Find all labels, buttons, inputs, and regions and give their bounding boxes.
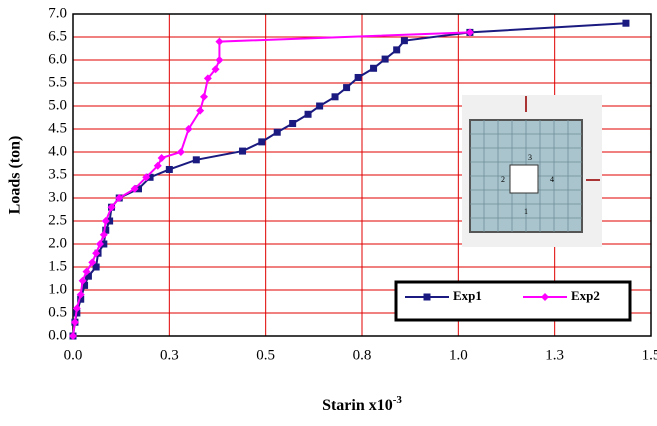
y-tick-label: 2.5	[48, 212, 67, 228]
point	[622, 19, 630, 27]
y-tick-label: 2.0	[48, 235, 67, 251]
point	[200, 92, 209, 101]
point	[81, 281, 89, 289]
point	[192, 156, 200, 164]
y-tick-label: 4.5	[48, 120, 67, 136]
y-tick-label: 3.5	[48, 166, 67, 182]
point	[304, 110, 312, 118]
plot-frame	[72, 13, 652, 337]
legend: Exp1 Exp2	[394, 280, 632, 322]
inset-label: 2	[501, 175, 505, 184]
point	[69, 332, 77, 340]
point	[130, 184, 139, 193]
point	[99, 230, 108, 239]
y-tick-label: 6.0	[48, 51, 67, 67]
legend-marker	[423, 293, 431, 301]
legend-label: Exp1	[453, 288, 482, 303]
x-axis-title-exponent: -3	[393, 394, 403, 406]
point	[92, 263, 100, 271]
point	[215, 56, 224, 64]
point	[239, 147, 247, 155]
inset-hole	[509, 164, 539, 194]
point	[176, 148, 185, 156]
y-tick-label: 0.0	[48, 327, 67, 343]
point	[84, 272, 92, 280]
point	[142, 173, 151, 182]
inset-label: 1	[524, 207, 528, 216]
x-tick-label: 0.5	[256, 347, 275, 363]
point	[203, 74, 212, 83]
point	[165, 165, 173, 173]
point	[381, 55, 389, 63]
y-tick-label: 6.5	[48, 28, 67, 44]
point	[370, 64, 378, 72]
point	[354, 73, 362, 81]
y-tick-label: 3.0	[48, 189, 67, 205]
y-tick-label: 4.0	[48, 143, 67, 159]
x-tick-label: 1.5	[642, 347, 657, 363]
point	[76, 290, 85, 299]
point	[102, 226, 110, 234]
point	[95, 240, 104, 248]
legend-marker	[541, 293, 549, 301]
inset-label: 3	[528, 153, 532, 162]
legend-label: Exp2	[571, 288, 600, 303]
point	[157, 153, 166, 162]
x-axis-title-text: Starin x10	[322, 397, 393, 414]
point	[115, 194, 124, 202]
x-tick-label: 1.0	[449, 347, 468, 363]
legend-box	[394, 280, 632, 322]
point	[215, 37, 224, 46]
x-tick-label: 0.0	[64, 347, 83, 363]
point	[107, 203, 116, 212]
x-tick-label: 0.3	[160, 347, 179, 363]
point	[153, 161, 162, 170]
x-tick-label: 0.8	[353, 347, 372, 363]
point	[92, 249, 101, 258]
point	[465, 28, 474, 37]
point	[77, 295, 85, 303]
point	[400, 37, 408, 45]
y-axis-title: Loads (ton)	[7, 136, 24, 215]
y-tick-label: 0.5	[48, 304, 67, 320]
point	[82, 267, 91, 276]
point	[88, 258, 97, 267]
point	[316, 102, 324, 110]
point	[101, 217, 110, 225]
point	[78, 276, 87, 285]
point	[211, 65, 220, 74]
point	[184, 125, 193, 133]
point	[196, 106, 205, 115]
y-tick-label: 7.0	[48, 5, 67, 21]
point	[258, 138, 266, 146]
x-tick-label: 1.3	[545, 347, 564, 363]
point	[273, 128, 281, 136]
point	[72, 304, 81, 313]
x-axis-title: Starin x10-3	[322, 394, 402, 414]
point	[70, 318, 79, 327]
inset-label: 4	[550, 175, 554, 184]
point	[289, 119, 297, 127]
point	[343, 84, 351, 92]
point	[331, 93, 339, 101]
y-tick-label: 1.0	[48, 281, 67, 297]
y-tick-label: 5.0	[48, 97, 67, 113]
y-tick-label: 5.5	[48, 74, 67, 90]
point	[393, 46, 401, 54]
y-tick-label: 1.5	[48, 258, 67, 274]
inset: 1 2 3 4	[462, 95, 602, 247]
